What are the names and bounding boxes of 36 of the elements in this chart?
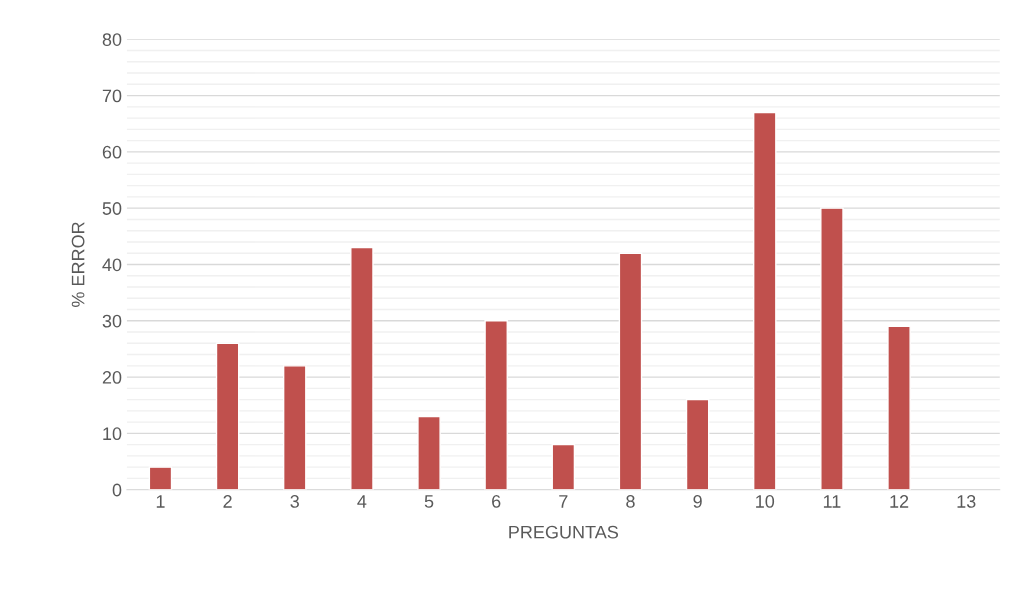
x-tick-label: 8 (626, 495, 635, 508)
bar (215, 342, 240, 490)
bar (618, 252, 643, 490)
y-tick-label: 70 (102, 89, 122, 103)
x-tick-label: 4 (357, 495, 367, 508)
bar (148, 466, 173, 490)
x-axis-title: PREGUNTAS (509, 525, 619, 539)
x-tick-label: 12 (890, 495, 909, 508)
bar (820, 207, 844, 490)
x-tick-label: 3 (290, 495, 299, 508)
x-tick-label: 1 (156, 495, 165, 508)
y-tick-label: 20 (102, 371, 122, 384)
bar (685, 398, 710, 490)
x-tick-label: 11 (823, 495, 841, 508)
y-tick-label: 30 (102, 314, 122, 328)
bar (752, 111, 777, 490)
y-tick-label: 10 (103, 427, 122, 441)
x-tick-label: 6 (492, 495, 501, 508)
x-tick-label: 7 (559, 495, 568, 508)
bar (484, 320, 508, 490)
y-tick-label: 40 (102, 258, 122, 272)
x-tick-label: 5 (424, 495, 434, 508)
y-tick-label: 50 (102, 202, 122, 215)
bar (417, 415, 441, 490)
bar (551, 443, 576, 490)
x-tick-label: 2 (223, 495, 232, 508)
x-tick-label: 9 (693, 495, 702, 508)
bar (887, 325, 911, 490)
x-tick-label: 13 (957, 495, 976, 508)
y-tick-label: 60 (102, 145, 122, 159)
bar (350, 246, 374, 490)
y-tick-label: 80 (102, 33, 122, 46)
y-axis-title: % ERROR (71, 222, 85, 307)
y-tick-label: 0 (112, 483, 122, 497)
bar (282, 365, 307, 490)
x-tick-label: 10 (756, 495, 775, 508)
